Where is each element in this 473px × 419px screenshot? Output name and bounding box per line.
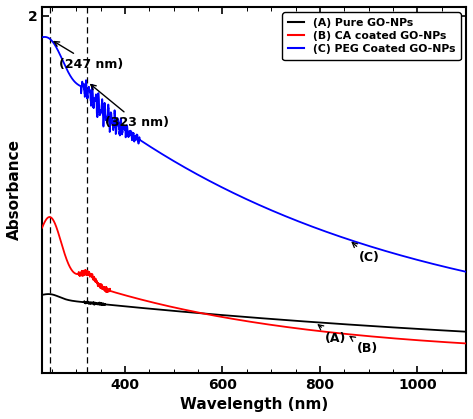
Text: (A): (A) <box>318 325 346 345</box>
Text: (B): (B) <box>350 336 377 355</box>
Legend: (A) Pure GO-NPs, (B) CA coated GO-NPs, (C) PEG Coated GO-NPs: (A) Pure GO-NPs, (B) CA coated GO-NPs, (… <box>282 13 461 59</box>
Text: (C): (C) <box>352 242 380 264</box>
X-axis label: Wavelength (nm): Wavelength (nm) <box>180 397 328 412</box>
Text: (323 nm): (323 nm) <box>91 85 169 129</box>
Y-axis label: Absorbance: Absorbance <box>7 139 22 240</box>
Text: (247 nm): (247 nm) <box>54 41 123 70</box>
